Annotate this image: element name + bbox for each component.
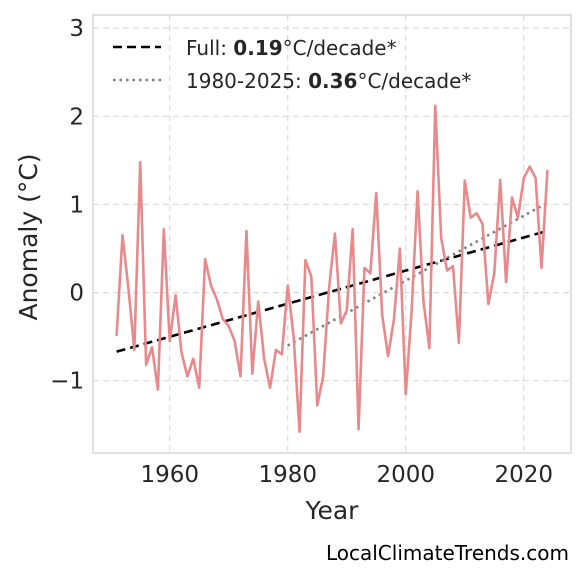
legend-prefix-recent: 1980-2025:: [186, 69, 308, 93]
y-tick-label: 1: [69, 192, 84, 218]
anomaly-series-line: [115, 104, 549, 434]
legend: Full: 0.19°C/decade* 1980-2025: 0.36°C/d…: [113, 36, 471, 93]
y-tick-label: 3: [69, 16, 84, 42]
x-tick-label: 1980: [258, 462, 317, 488]
x-tick-label: 1960: [140, 462, 199, 488]
y-tick-label: −1: [50, 369, 84, 395]
legend-value-recent: 0.36: [308, 69, 357, 93]
y-axis-title: Anomaly (°C): [14, 153, 43, 320]
legend-label-full-trend: Full: 0.19°C/decade*: [186, 36, 397, 60]
legend-suffix-full: °C/decade*: [283, 36, 397, 60]
trend-lines: [116, 201, 549, 353]
legend-value-full: 0.19: [233, 36, 282, 60]
y-tick-label: 0: [69, 281, 84, 307]
legend-label-recent-trend: 1980-2025: 0.36°C/decade*: [186, 69, 471, 93]
x-tick-labels: 1960 1980 2000 2020: [140, 462, 553, 488]
x-axis-title: Year: [305, 496, 360, 525]
plot-frame: [92, 14, 572, 454]
data-series: [115, 104, 549, 434]
full-trend-line: [116, 229, 548, 353]
legend-suffix-recent: °C/decade*: [357, 69, 471, 93]
y-tick-label: 2: [69, 104, 84, 130]
y-tick-labels: −1 0 1 2 3: [50, 16, 84, 395]
x-tick-label: 2000: [376, 462, 435, 488]
watermark: LocalClimateTrends.com: [326, 541, 569, 565]
legend-prefix-full: Full:: [186, 36, 233, 60]
x-tick-label: 2020: [495, 462, 554, 488]
